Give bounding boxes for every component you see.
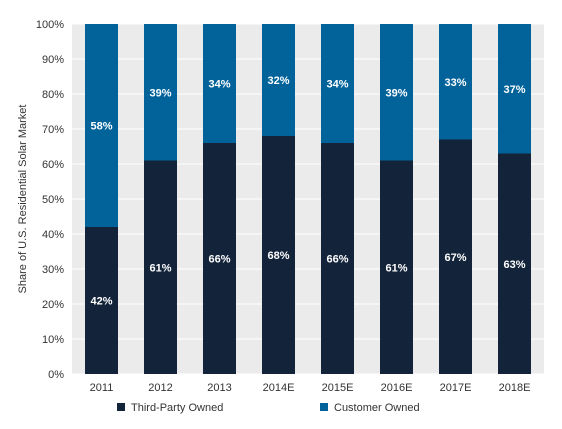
bar-customer-owned	[439, 24, 472, 140]
data-label: 68%	[267, 250, 289, 262]
x-tick-label: 2014E	[263, 382, 295, 394]
bar-customer-owned	[498, 24, 531, 154]
y-axis-label: Share of U.S. Residential Solar Market	[17, 105, 29, 294]
y-tick-label: 80%	[42, 89, 64, 101]
bar-customer-owned	[144, 24, 177, 161]
y-tick-label: 30%	[42, 264, 64, 276]
data-label: 42%	[90, 296, 112, 308]
legend-label: Customer Owned	[334, 402, 420, 414]
legend-swatch	[117, 403, 125, 411]
x-tick-label: 2011	[90, 382, 114, 394]
data-label: 34%	[208, 79, 230, 91]
y-axis-ticks: 0% 10% 20% 30% 40% 50% 60% 70% 80% 90% 100%	[36, 19, 64, 381]
bar-third-party-owned	[321, 143, 354, 374]
x-tick-label: 2017E	[440, 382, 472, 394]
data-label: 33%	[444, 77, 466, 89]
bars	[85, 24, 531, 374]
data-label: 61%	[149, 262, 171, 274]
x-tick-label: 2015E	[322, 382, 354, 394]
x-axis-ticks: 2011 2012 2013 2014E 2015E 2016E 2017E 2018E	[90, 382, 531, 394]
y-tick-label: 10%	[42, 334, 64, 346]
y-tick-label: 50%	[42, 194, 64, 206]
bar-third-party-owned	[380, 160, 413, 374]
y-tick-label: 100%	[36, 19, 64, 31]
bar-customer-owned	[262, 24, 295, 136]
y-tick-label: 60%	[42, 159, 64, 171]
y-tick-label: 40%	[42, 229, 64, 241]
y-tick-label: 0%	[48, 369, 64, 381]
bar-customer-owned	[85, 24, 118, 227]
data-label: 34%	[326, 79, 348, 91]
bar-third-party-owned	[498, 153, 531, 374]
x-tick-label: 2016E	[381, 382, 413, 394]
bar-customer-owned	[203, 24, 236, 143]
bar-third-party-owned	[203, 143, 236, 374]
data-label: 66%	[326, 254, 348, 266]
x-tick-label: 2012	[148, 382, 172, 394]
data-label: 67%	[444, 252, 466, 264]
data-label: 66%	[208, 254, 230, 266]
data-label: 37%	[503, 84, 525, 96]
data-label: 39%	[385, 87, 407, 99]
y-tick-label: 20%	[42, 299, 64, 311]
legend: Third-Party Owned Customer Owned	[117, 402, 420, 414]
bar-labels: 42% 58% 61% 39% 66% 34% 68% 32% 66% 34% 61% 39% 67% 3…	[90, 75, 525, 308]
legend-swatch	[320, 403, 328, 411]
bar-customer-owned	[321, 24, 354, 143]
data-label: 39%	[149, 87, 171, 99]
bar-third-party-owned	[262, 136, 295, 374]
data-label: 63%	[503, 259, 525, 271]
bar-third-party-owned	[439, 139, 472, 374]
y-tick-label: 90%	[42, 54, 64, 66]
x-tick-label: 2018E	[499, 382, 531, 394]
data-label: 32%	[267, 75, 289, 87]
bar-third-party-owned	[144, 160, 177, 374]
bar-customer-owned	[380, 24, 413, 161]
data-label: 58%	[90, 121, 112, 133]
bar-third-party-owned	[85, 227, 118, 374]
legend-label: Third-Party Owned	[131, 402, 223, 414]
data-label: 61%	[385, 262, 407, 274]
x-tick-label: 2013	[207, 382, 231, 394]
y-tick-label: 70%	[42, 124, 64, 136]
